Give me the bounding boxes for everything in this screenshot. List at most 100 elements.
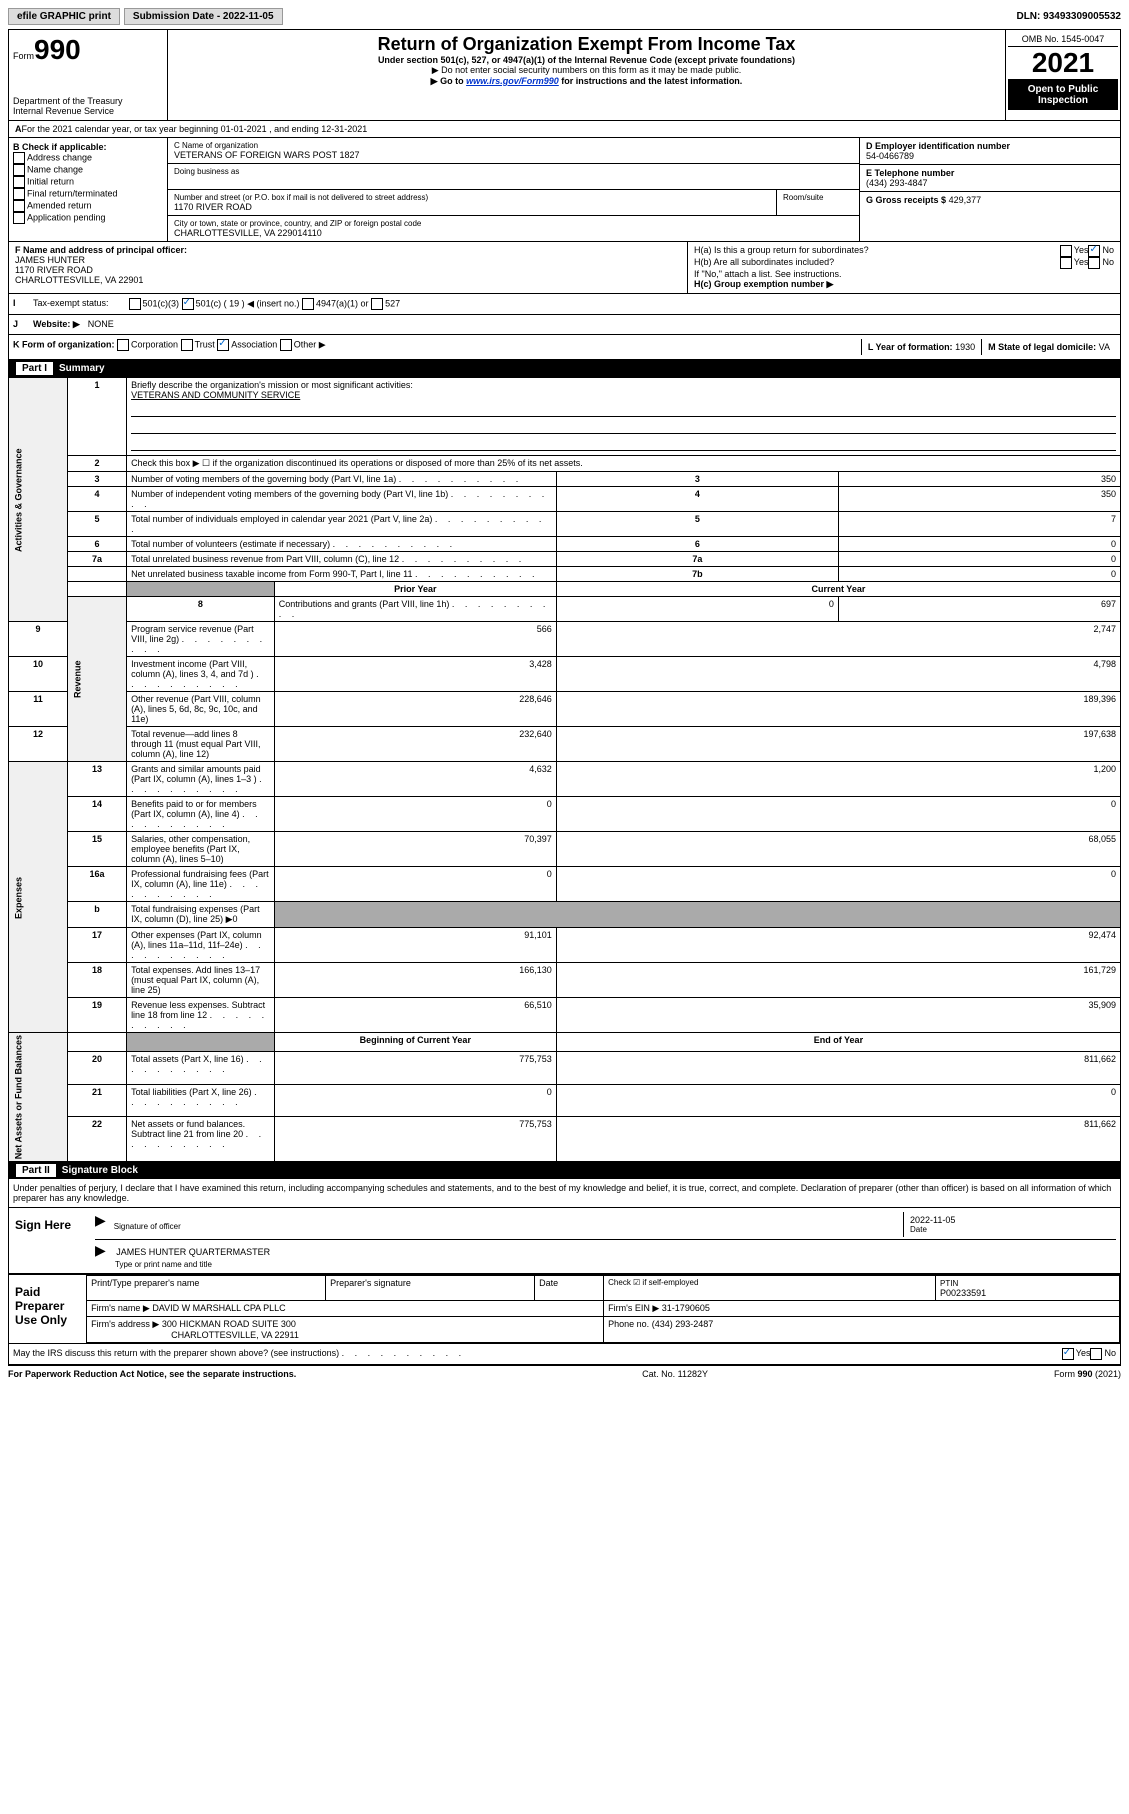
- ha-yes[interactable]: [1060, 245, 1072, 257]
- top-toolbar: efile GRAPHIC print Submission Date - 20…: [8, 8, 1121, 25]
- exp-14p: 0: [274, 797, 556, 832]
- room-label: Room/suite: [777, 190, 859, 215]
- rev-8p: 0: [556, 597, 838, 622]
- form-number: 990: [34, 34, 81, 65]
- addr-label: Number and street (or P.O. box if mail i…: [174, 193, 770, 202]
- mission-text: VETERANS AND COMMUNITY SERVICE: [131, 390, 300, 400]
- irs-link[interactable]: www.irs.gov/Form990: [466, 76, 559, 86]
- discuss-no[interactable]: [1090, 1348, 1102, 1360]
- form-header: Form990 Department of the Treasury Inter…: [8, 29, 1121, 121]
- h-note: If "No," attach a list. See instructions…: [694, 269, 1114, 279]
- hb-label: H(b) Are all subordinates included?: [694, 257, 1060, 269]
- gov-label: Activities & Governance: [9, 378, 68, 622]
- firm-addr2: CHARLOTTESVILLE, VA 22911: [171, 1330, 299, 1340]
- website-value: NONE: [88, 319, 114, 330]
- te-4947[interactable]: [302, 298, 314, 310]
- officer-addr1: 1170 RIVER ROAD: [15, 265, 681, 275]
- firm-ein: 31-1790605: [662, 1303, 710, 1313]
- te-501c[interactable]: [182, 298, 194, 310]
- b-label: B Check if applicable:: [13, 142, 163, 152]
- tax-exempt-row: I Tax-exempt status: 501(c)(3) 501(c) ( …: [8, 294, 1121, 315]
- check-name[interactable]: Name change: [13, 164, 163, 176]
- gov-7b: 0: [838, 567, 1120, 582]
- k-corp[interactable]: [117, 339, 129, 351]
- e-label: E Telephone number: [866, 168, 1114, 178]
- rev-8c: 697: [838, 597, 1120, 622]
- exp-13p: 4,632: [274, 762, 556, 797]
- check-addr[interactable]: Address change: [13, 152, 163, 164]
- section-f-h: F Name and address of principal officer:…: [8, 242, 1121, 294]
- subtitle-3: ▶ Go to www.irs.gov/Form990 for instruct…: [172, 76, 1001, 87]
- net-22p: 775,753: [274, 1116, 556, 1161]
- exp-18c: 161,729: [556, 963, 1120, 998]
- rev-9p: 566: [274, 622, 556, 657]
- exp-label: Expenses: [9, 762, 68, 1033]
- exp-14c: 0: [556, 797, 1120, 832]
- exp-15p: 70,397: [274, 832, 556, 867]
- city-value: CHARLOTTESVILLE, VA 229014110: [174, 228, 853, 238]
- net-label: Net Assets or Fund Balances: [9, 1033, 68, 1162]
- check-amended[interactable]: Amended return: [13, 200, 163, 212]
- check-final[interactable]: Final return/terminated: [13, 188, 163, 200]
- exp-17p: 91,101: [274, 928, 556, 963]
- rev-12p: 232,640: [274, 727, 556, 762]
- dba-label: Doing business as: [174, 167, 853, 176]
- street-addr: 1170 RIVER ROAD: [174, 202, 770, 212]
- rev-11c: 189,396: [556, 692, 1120, 727]
- firm-phone: (434) 293-2487: [652, 1319, 714, 1329]
- net-20c: 811,662: [556, 1052, 1120, 1084]
- gov-7a: 0: [838, 552, 1120, 567]
- subtitle-2: ▶ Do not enter social security numbers o…: [172, 65, 1001, 76]
- net-21p: 0: [274, 1084, 556, 1116]
- dln: DLN: 93493309005532: [1016, 11, 1121, 22]
- officer-sig-name: JAMES HUNTER QUARTERMASTER: [116, 1247, 270, 1257]
- irs-label: Internal Revenue Service: [13, 106, 163, 116]
- check-pending[interactable]: Application pending: [13, 212, 163, 224]
- subtitle-1: Under section 501(c), 527, or 4947(a)(1)…: [172, 55, 1001, 65]
- hb-yes[interactable]: [1060, 257, 1072, 269]
- efile-button[interactable]: efile GRAPHIC print: [8, 8, 120, 25]
- exp-16ap: 0: [274, 867, 556, 902]
- k-other[interactable]: [280, 339, 292, 351]
- firm-name: DAVID W MARSHALL CPA PLLC: [152, 1303, 285, 1313]
- exp-16ac: 0: [556, 867, 1120, 902]
- ptin-value: P00233591: [940, 1288, 986, 1298]
- hc-label: H(c) Group exemption number ▶: [694, 279, 1114, 290]
- net-21c: 0: [556, 1084, 1120, 1116]
- tax-year: 2021: [1008, 47, 1118, 80]
- ha-label: H(a) Is this a group return for subordin…: [694, 245, 1060, 257]
- rev-10p: 3,428: [274, 657, 556, 692]
- f-label: F Name and address of principal officer:: [15, 245, 681, 255]
- rev-12c: 197,638: [556, 727, 1120, 762]
- part2-header: Part IISignature Block: [8, 1162, 1121, 1179]
- section-a-body: B Check if applicable: Address change Na…: [8, 138, 1121, 242]
- net-20p: 775,753: [274, 1052, 556, 1084]
- rev-11p: 228,646: [274, 692, 556, 727]
- k-assoc[interactable]: [217, 339, 229, 351]
- sign-here-block: Sign Here ▶ Signature of officer 2022-11…: [8, 1207, 1121, 1274]
- exp-15c: 68,055: [556, 832, 1120, 867]
- net-22c: 811,662: [556, 1116, 1120, 1161]
- gov-4: 350: [838, 487, 1120, 512]
- check-initial[interactable]: Initial return: [13, 176, 163, 188]
- exp-13c: 1,200: [556, 762, 1120, 797]
- d-label: D Employer identification number: [866, 141, 1114, 151]
- exp-18p: 166,130: [274, 963, 556, 998]
- rev-label: Revenue: [68, 597, 127, 762]
- discuss-yes[interactable]: [1062, 1348, 1074, 1360]
- hb-no[interactable]: [1088, 257, 1100, 269]
- rev-10c: 4,798: [556, 657, 1120, 692]
- omb-number: OMB No. 1545-0047: [1008, 32, 1118, 47]
- te-527[interactable]: [371, 298, 383, 310]
- form-prefix: Form: [13, 51, 34, 61]
- c-label: C Name of organization: [174, 141, 853, 150]
- ha-no[interactable]: [1088, 245, 1100, 257]
- gov-5: 7: [838, 512, 1120, 537]
- k-trust[interactable]: [181, 339, 193, 351]
- ein-value: 54-0466789: [866, 151, 1114, 161]
- year-line: A For the 2021 calendar year, or tax yea…: [8, 121, 1121, 138]
- penalty-text: Under penalties of perjury, I declare th…: [8, 1179, 1121, 1207]
- summary-table: Activities & Governance 1 Briefly descri…: [8, 377, 1121, 1162]
- submission-date: Submission Date - 2022-11-05: [124, 8, 283, 25]
- te-501c3[interactable]: [129, 298, 141, 310]
